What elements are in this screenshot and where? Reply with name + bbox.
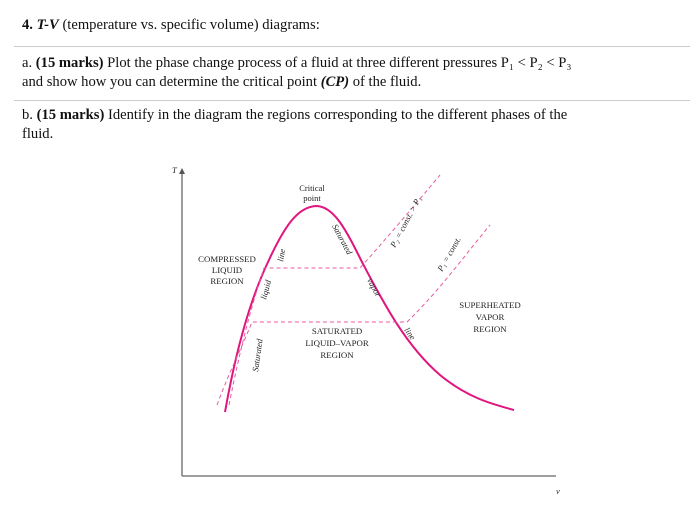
pressure-label: P₁ = const. xyxy=(435,235,463,274)
isobars xyxy=(216,174,491,406)
region-label: COMPRESSED xyxy=(198,254,256,264)
line-label: line xyxy=(402,325,418,341)
axis-label: v xyxy=(556,486,560,496)
axes xyxy=(181,172,556,477)
text: and show how you can determine the criti… xyxy=(22,74,318,90)
question-number: 4. xyxy=(22,17,33,33)
region-label: REGION xyxy=(210,276,244,286)
isobar-p2 xyxy=(228,174,441,406)
pressure-label: P₂ = const. > P₁ xyxy=(387,194,423,249)
part-b: b. (15 marks) Identify in the diagram th… xyxy=(22,106,567,144)
label: point xyxy=(303,193,321,203)
region-label: REGION xyxy=(473,324,507,334)
text: of the fluid. xyxy=(352,74,422,90)
label: Critical xyxy=(299,183,325,193)
region-label: VAPOR xyxy=(476,312,505,322)
region-label: LIQUID–VAPOR xyxy=(305,338,369,348)
question-title: 4. T-V (temperature vs. specific volume)… xyxy=(22,16,320,35)
title-rest: (temperature vs. specific volume) diagra… xyxy=(62,17,320,33)
text: Identify in the diagram the regions corr… xyxy=(107,107,568,123)
text: Plot the phase change process of a fluid… xyxy=(107,55,572,71)
region-label: SATURATED xyxy=(312,326,362,336)
title-italic: T-V xyxy=(36,17,59,33)
line-label: line xyxy=(275,248,287,263)
marks: (15 marks) xyxy=(36,107,105,123)
region-label: REGION xyxy=(320,350,354,360)
region-label: LIQUID xyxy=(212,265,242,275)
saturation-dome xyxy=(224,204,515,413)
part-a: a. (15 marks) Plot the phase change proc… xyxy=(22,54,571,92)
region-label: SUPERHEATED xyxy=(459,300,521,310)
divider xyxy=(14,100,690,101)
cp: (CP) xyxy=(320,74,350,90)
text: fluid. xyxy=(22,126,54,142)
part-label: a. xyxy=(22,55,33,71)
axis-label: T xyxy=(172,165,178,175)
marks: (15 marks) xyxy=(35,55,104,71)
line-label: Saturated xyxy=(250,337,265,372)
part-label: b. xyxy=(22,107,33,123)
isobar-p1 xyxy=(216,224,491,406)
arrow xyxy=(179,168,185,174)
divider xyxy=(14,46,690,47)
